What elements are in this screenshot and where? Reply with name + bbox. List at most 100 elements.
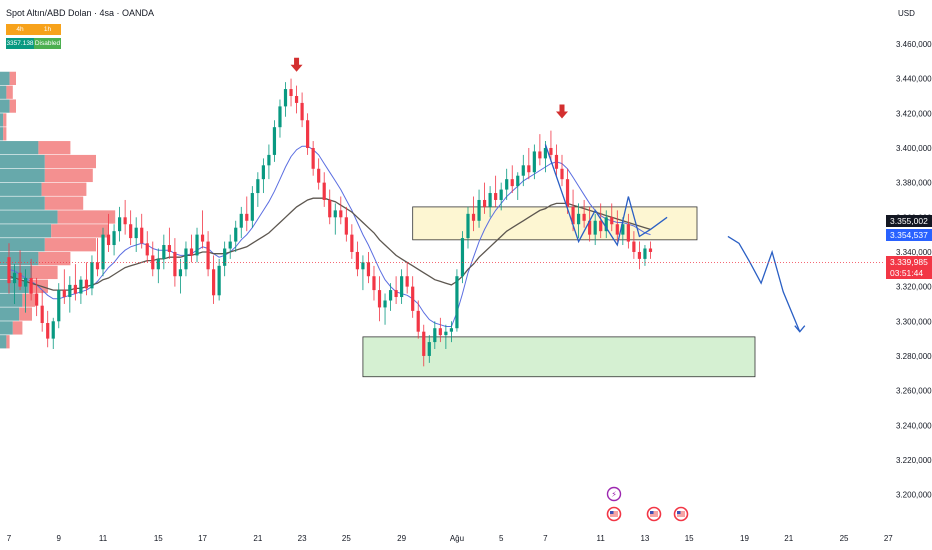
candle-body: [79, 279, 83, 294]
x-tick-label: 5: [499, 534, 504, 543]
candle-body: [118, 217, 122, 232]
volume-bar-up: [0, 238, 45, 252]
candle-body: [57, 290, 61, 322]
us-flag-canton: [650, 511, 654, 514]
candle-body: [217, 265, 221, 296]
countdown-timer: 03:51:44: [886, 267, 932, 279]
markers: [290, 57, 568, 119]
candle-body: [471, 213, 476, 221]
lightning-icon: [606, 486, 622, 502]
volume-bar-down: [22, 293, 36, 307]
candle-body: [40, 305, 44, 324]
candle-body: [565, 179, 570, 207]
candle-body: [311, 147, 315, 169]
candle-body: [245, 213, 249, 221]
y-tick-label: 3.200,000: [896, 491, 932, 500]
candle-body: [294, 95, 299, 103]
volume-bar-down: [6, 335, 10, 349]
candle-body: [455, 276, 459, 329]
us-flag-icon: [610, 511, 618, 517]
lightning-glyph: ⚡: [611, 490, 617, 499]
symbol-title[interactable]: Spot Altın/ABD Dolan · 4sa · OANDA: [6, 8, 155, 18]
candle-body: [527, 165, 531, 173]
candle-body: [626, 224, 630, 242]
indicator-value-chip: 3357.138: [6, 38, 34, 49]
candle-body: [427, 342, 431, 356]
y-tick-label: 3.460,000: [896, 40, 932, 49]
candle-body: [449, 328, 453, 332]
x-tick-label: 23: [298, 534, 307, 543]
x-tick-label: 11: [597, 534, 606, 543]
volume-bar-down: [41, 182, 87, 196]
swing-path: [544, 144, 668, 247]
price-label-black: 3.355,002: [886, 215, 932, 227]
x-tick-label: 15: [154, 534, 163, 543]
candle-body: [112, 231, 116, 246]
candle-body: [328, 199, 332, 218]
volume-bar-down: [44, 168, 93, 183]
candle-body: [444, 331, 448, 336]
volume-bar-down: [44, 154, 96, 169]
candle-body: [516, 175, 520, 187]
candle-body: [377, 290, 382, 308]
candle-body: [151, 255, 155, 270]
x-tick-label: 21: [253, 534, 262, 543]
x-tick-label: Ağu: [450, 534, 464, 543]
candle-body: [615, 224, 619, 235]
volume-bar-up: [0, 293, 23, 307]
candle-body: [129, 224, 133, 239]
candle-body: [604, 217, 608, 232]
candle-body: [438, 328, 442, 336]
x-tick-label: 19: [740, 534, 749, 543]
candle-body: [283, 89, 288, 107]
candle-body: [184, 248, 188, 270]
candle-body: [383, 300, 387, 308]
x-tick-label: 11: [99, 534, 108, 543]
candle-body: [494, 193, 498, 200]
candle-body: [488, 193, 492, 207]
candle-body: [289, 89, 293, 96]
candle-body: [366, 262, 371, 277]
candle-body: [145, 243, 149, 256]
candle-body: [46, 323, 50, 339]
candle-body: [7, 257, 11, 284]
volume-bar-down: [6, 85, 13, 99]
y-tick-label: 3.240,000: [896, 421, 932, 430]
down-arrow-marker: [290, 57, 303, 72]
candle-body: [571, 206, 575, 225]
volume-bar-down: [19, 307, 32, 321]
projection-lines: [544, 144, 806, 333]
y-tick-label: 3.260,000: [896, 387, 932, 396]
candle-body: [189, 248, 194, 256]
candle-body: [322, 182, 326, 200]
y-tick-label: 3.440,000: [896, 75, 932, 84]
candle-body: [643, 248, 647, 259]
candle-body: [333, 210, 337, 218]
y-tick-label: 3.320,000: [896, 283, 932, 292]
candle-body: [178, 269, 183, 277]
volume-bar-up: [0, 71, 10, 85]
volume-bar-down: [38, 251, 71, 266]
candle-body: [106, 234, 111, 246]
candle-body: [73, 284, 77, 294]
candle-body: [350, 234, 354, 252]
volume-bar-up: [0, 141, 39, 155]
candle-body: [554, 154, 559, 169]
x-tick-label: 27: [884, 534, 893, 543]
timeframe-chip-1h[interactable]: 1h: [34, 24, 61, 35]
candle-body: [84, 279, 89, 289]
y-tick-label: 3.300,000: [896, 317, 932, 326]
indicator-status-chip[interactable]: Disabled: [34, 38, 61, 49]
candle-body: [361, 262, 365, 270]
candle-body: [62, 290, 66, 298]
candle-body: [637, 251, 642, 259]
x-tick-label: 7: [543, 534, 548, 543]
volume-bar-down: [38, 141, 71, 155]
candle-body: [505, 179, 509, 190]
timeframe-chip-4h[interactable]: 4h: [6, 24, 34, 35]
support-resistance-zones: [362, 206, 756, 378]
candle-body: [101, 234, 105, 270]
volume-bar-down: [9, 71, 16, 85]
volume-bar-down: [12, 321, 23, 335]
